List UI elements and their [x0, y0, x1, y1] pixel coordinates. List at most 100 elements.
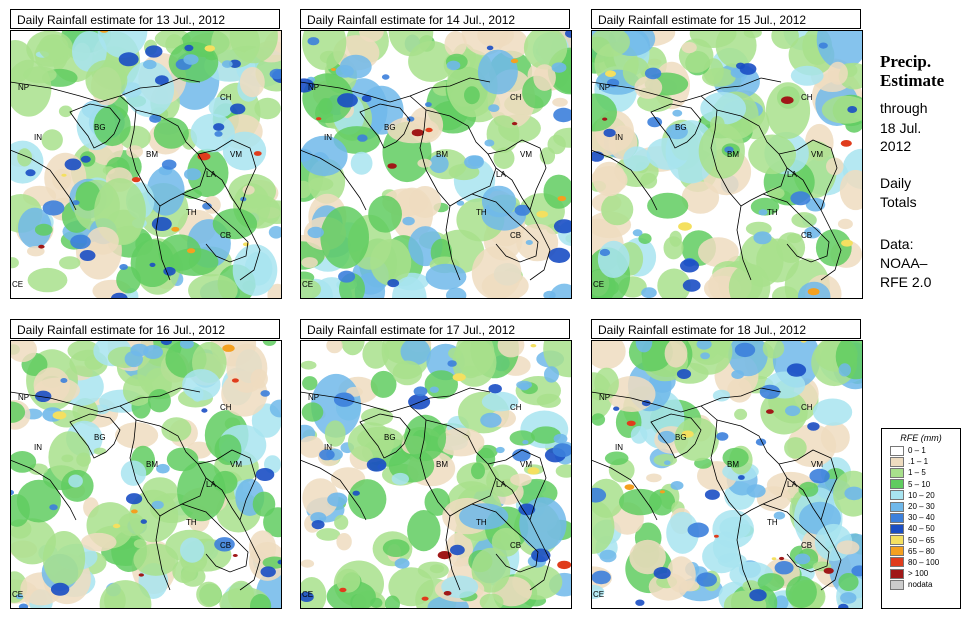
rain-cell: [350, 151, 373, 175]
rainfall-map-panel: Daily Rainfall estimate for 18 Jul., 201…: [591, 319, 863, 609]
rain-cell: [591, 93, 617, 132]
rain-cell: [118, 513, 146, 537]
legend-item: 10 – 20: [882, 490, 960, 501]
rain-cell: [27, 267, 68, 293]
country-border: [786, 167, 822, 211]
rain-cell: [523, 30, 568, 70]
country-border: [300, 459, 367, 521]
rainfall-map-panel: Daily Rainfall estimate for 13 Jul., 201…: [10, 9, 282, 299]
rain-cell: [307, 37, 320, 46]
country-label: VM: [811, 460, 823, 469]
rain-cell: [632, 229, 643, 237]
rain-cell: [714, 534, 719, 538]
rainfall-map-panel: Daily Rainfall estimate for 17 Jul., 201…: [300, 319, 572, 609]
rain-cell: [214, 434, 242, 465]
country-label: TH: [767, 208, 778, 217]
country-label: BG: [384, 433, 396, 442]
rain-cell: [153, 117, 189, 149]
rain-cell: [10, 59, 52, 117]
legend-label: 50 – 65: [908, 535, 935, 545]
rain-cell: [728, 263, 771, 299]
rain-cell: [530, 344, 537, 348]
rain-cell: [477, 30, 514, 48]
country-labels: NP CH IN BG BM VM LA TH CB CE: [302, 83, 532, 289]
rain-cell: [392, 360, 423, 386]
country-border: [135, 109, 207, 207]
rain-cell: [326, 340, 343, 354]
rain-cell: [262, 556, 282, 569]
rain-cell: [338, 270, 356, 283]
rain-cell: [779, 556, 785, 561]
rain-cell: [497, 340, 525, 358]
rain-cell: [156, 463, 170, 474]
rain-cell: [362, 340, 389, 369]
rain-cell: [99, 580, 152, 609]
legend-swatch: [890, 501, 904, 512]
rain-cell: [510, 58, 519, 64]
rain-cell: [318, 98, 333, 115]
rainfall-map: NP CH IN BG BM VM LA TH CB CE: [591, 340, 863, 609]
rain-cell: [80, 155, 91, 163]
country-label: IN: [615, 133, 623, 142]
rain-cell: [115, 422, 159, 449]
rain-cell: [333, 126, 381, 154]
rain-cell: [826, 157, 844, 176]
rain-cell: [184, 44, 194, 52]
country-label: CE: [593, 590, 604, 599]
rain-cell: [664, 460, 671, 465]
rain-cell: [813, 398, 853, 426]
rain-cell: [678, 222, 692, 231]
rain-cell: [553, 433, 568, 444]
rainfall-map-svg: NP CH IN BG BM VM LA TH CB CE: [591, 30, 863, 299]
country-label: CH: [510, 93, 522, 102]
rain-cell: [712, 389, 731, 402]
rain-cell: [471, 462, 485, 480]
rain-cell: [316, 117, 322, 121]
rain-cell: [452, 373, 466, 382]
country-label: LA: [206, 170, 216, 179]
rain-cell: [659, 490, 665, 494]
rainfall-map: NP CH IN BG BM VM LA TH CB CE: [591, 30, 863, 299]
country-border: [716, 109, 788, 207]
rain-cell: [35, 390, 52, 402]
rain-cell: [143, 345, 164, 359]
rain-cell: [635, 340, 653, 353]
rain-cell: [493, 147, 515, 169]
rain-cell: [358, 30, 384, 43]
rain-cell: [242, 185, 255, 195]
rain-cell: [477, 444, 498, 459]
rain-cell: [79, 250, 96, 261]
legend-item: nodata: [882, 579, 960, 590]
rain-cell: [10, 451, 37, 473]
country-border: [650, 413, 702, 459]
rain-cell: [624, 484, 635, 490]
rain-cell: [357, 134, 368, 142]
legend-item: 20 – 30: [882, 501, 960, 512]
rain-cell: [169, 248, 219, 276]
country-border: [591, 459, 658, 521]
rain-cell: [269, 68, 282, 80]
rain-cell: [307, 226, 324, 239]
rain-cell: [551, 62, 567, 73]
date-line1: 18 Jul.: [880, 120, 922, 136]
legend-swatch: [890, 535, 904, 546]
panel-title: Daily Rainfall estimate for 13 Jul., 201…: [10, 9, 280, 29]
rain-cell: [647, 192, 689, 219]
rain-cell: [208, 96, 233, 118]
rain-cell: [86, 226, 119, 255]
rain-cell: [672, 109, 683, 117]
country-label: NP: [599, 83, 610, 92]
rain-cell: [821, 95, 863, 124]
rain-cell: [807, 422, 820, 431]
rain-cell: [138, 573, 144, 577]
rain-cell: [700, 352, 710, 360]
rain-cell: [771, 30, 799, 49]
country-label: CE: [12, 590, 23, 599]
legend-swatch: [890, 456, 904, 467]
rain-cell: [605, 70, 616, 77]
rain-cell: [370, 370, 397, 398]
rain-cell: [348, 479, 387, 520]
rain-cell: [302, 478, 339, 518]
rain-cell: [202, 202, 212, 210]
